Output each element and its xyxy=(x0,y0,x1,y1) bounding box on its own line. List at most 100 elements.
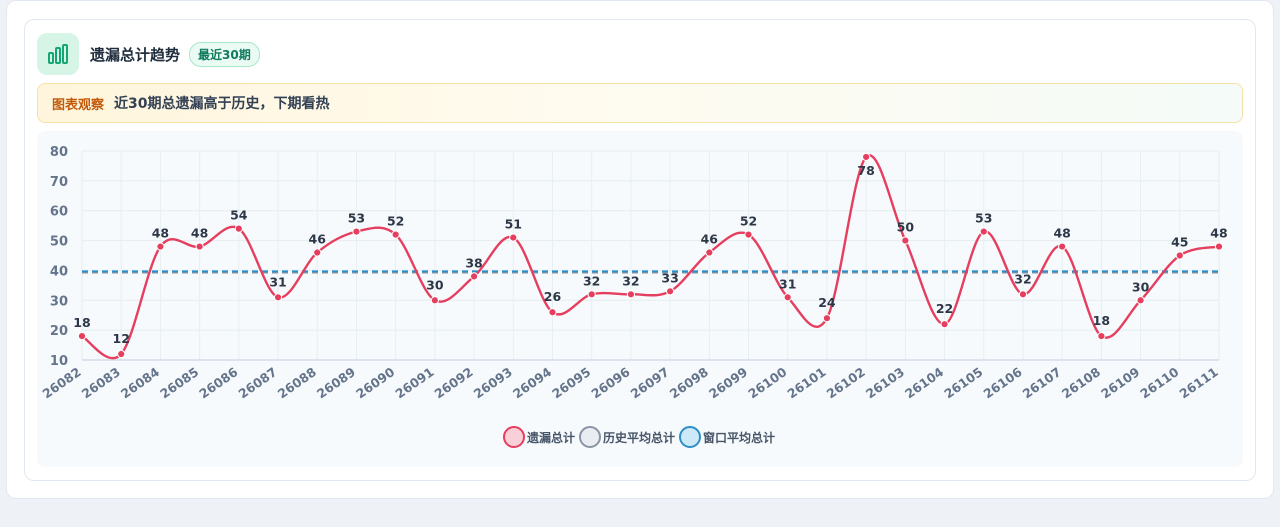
x-tick-label: 26105 xyxy=(941,364,985,401)
x-tick-label: 26106 xyxy=(980,364,1024,401)
y-tick-label: 80 xyxy=(50,145,68,160)
data-point xyxy=(313,248,322,257)
data-label: 26 xyxy=(544,289,562,304)
legend-swatch-hist-avg xyxy=(578,426,601,448)
x-tick-label: 26109 xyxy=(1098,364,1142,401)
x-tick-label: 26103 xyxy=(863,364,907,401)
data-point xyxy=(1175,251,1184,260)
data-point xyxy=(469,272,479,281)
x-tick-label: 26095 xyxy=(549,364,593,401)
x-tick-label: 26093 xyxy=(471,364,515,401)
data-point xyxy=(352,227,361,236)
data-point xyxy=(1018,290,1028,299)
data-label: 51 xyxy=(505,217,522,232)
x-tick-label: 26099 xyxy=(706,364,750,401)
data-label: 78 xyxy=(857,163,874,178)
data-label: 32 xyxy=(622,273,639,288)
insight-text: 近30期总遗漏高于历史，下期看热 xyxy=(114,96,330,112)
x-tick-label: 26085 xyxy=(157,364,201,401)
insight-banner: 图表观察 近30期总遗漏高于历史，下期看热 xyxy=(37,83,1243,123)
data-point xyxy=(587,290,596,299)
x-tick-label: 26098 xyxy=(667,364,711,401)
x-tick-label: 26086 xyxy=(196,364,240,401)
legend-label-window-avg: 窗口平均总计 xyxy=(703,430,776,445)
x-tick-label: 26110 xyxy=(1137,364,1181,401)
x-tick-label: 26096 xyxy=(588,364,632,401)
x-tick-label: 26083 xyxy=(79,364,123,401)
data-point xyxy=(273,293,283,302)
insight-label: 图表观察 xyxy=(52,97,105,113)
legend-item-window-avg[interactable]: 窗口平均总计 xyxy=(679,426,775,448)
data-label: 48 xyxy=(1053,226,1070,241)
x-tick-label: 26082 xyxy=(39,364,83,401)
data-point xyxy=(940,320,949,329)
data-label: 48 xyxy=(152,226,169,241)
y-tick-label: 50 xyxy=(50,235,68,250)
data-point xyxy=(1214,242,1224,251)
legend-swatch-series xyxy=(502,426,525,448)
data-point xyxy=(77,332,87,341)
data-point xyxy=(156,242,165,251)
data-point xyxy=(1058,242,1067,251)
data-point xyxy=(195,242,204,251)
data-label: 53 xyxy=(348,211,365,226)
data-point xyxy=(979,227,988,236)
data-label: 38 xyxy=(465,255,482,270)
y-tick-label: 30 xyxy=(50,294,68,309)
data-label: 18 xyxy=(73,315,90,330)
y-tick-label: 70 xyxy=(50,175,68,190)
x-tick-label: 26089 xyxy=(314,364,358,401)
chart-panel xyxy=(37,131,1243,467)
data-label: 53 xyxy=(975,211,992,226)
data-label: 52 xyxy=(740,214,757,229)
data-point xyxy=(548,308,557,317)
data-point xyxy=(666,287,675,296)
data-label: 48 xyxy=(1210,226,1227,241)
data-point xyxy=(862,152,871,162)
data-point xyxy=(430,296,439,305)
legend-item-hist-avg[interactable]: 历史平均总计 xyxy=(578,426,675,448)
legend-item-series[interactable]: 遗漏总计 xyxy=(502,426,575,448)
data-label: 48 xyxy=(191,226,208,241)
x-tick-label: 26108 xyxy=(1059,364,1103,401)
data-label: 12 xyxy=(113,331,130,346)
data-point xyxy=(509,233,518,242)
data-point xyxy=(822,314,832,323)
x-tick-label: 26087 xyxy=(236,364,280,401)
x-tick-label: 26107 xyxy=(1020,364,1064,401)
bar-chart-icon-glyph xyxy=(48,44,68,64)
x-tick-label: 26094 xyxy=(510,364,554,401)
x-tick-label: 26088 xyxy=(275,364,319,401)
x-tick-label: 26090 xyxy=(353,364,397,401)
data-label: 32 xyxy=(583,273,600,288)
data-point xyxy=(626,290,635,299)
x-tick-label: 26101 xyxy=(784,364,828,401)
data-point xyxy=(1136,296,1145,305)
bar-chart-icon xyxy=(37,33,79,75)
card-header: 遗漏总计趋势 最近30期 xyxy=(37,32,260,76)
chart-legend: 遗漏总计 历史平均总计 窗口平均总计 xyxy=(0,426,1280,448)
x-tick-label: 26102 xyxy=(824,364,868,401)
data-label: 30 xyxy=(1132,279,1150,294)
y-tick-label: 40 xyxy=(50,264,68,279)
data-label: 45 xyxy=(1171,235,1188,250)
data-point xyxy=(744,230,753,239)
data-label: 32 xyxy=(1014,271,1031,286)
x-tick-label: 26092 xyxy=(432,364,476,401)
period-badge: 最近30期 xyxy=(189,41,260,67)
data-point xyxy=(783,293,792,302)
data-point xyxy=(234,224,243,233)
data-point xyxy=(117,349,126,359)
data-label: 50 xyxy=(897,220,915,235)
data-point xyxy=(901,236,910,245)
data-label: 33 xyxy=(661,270,678,285)
x-tick-label: 26104 xyxy=(902,364,946,401)
data-point xyxy=(391,230,400,239)
data-label: 54 xyxy=(230,208,248,223)
data-label: 31 xyxy=(779,276,796,291)
legend-label-hist-avg: 历史平均总计 xyxy=(602,430,675,445)
x-tick-label: 26100 xyxy=(745,364,789,401)
data-label: 24 xyxy=(818,295,836,310)
data-label: 30 xyxy=(426,277,444,292)
